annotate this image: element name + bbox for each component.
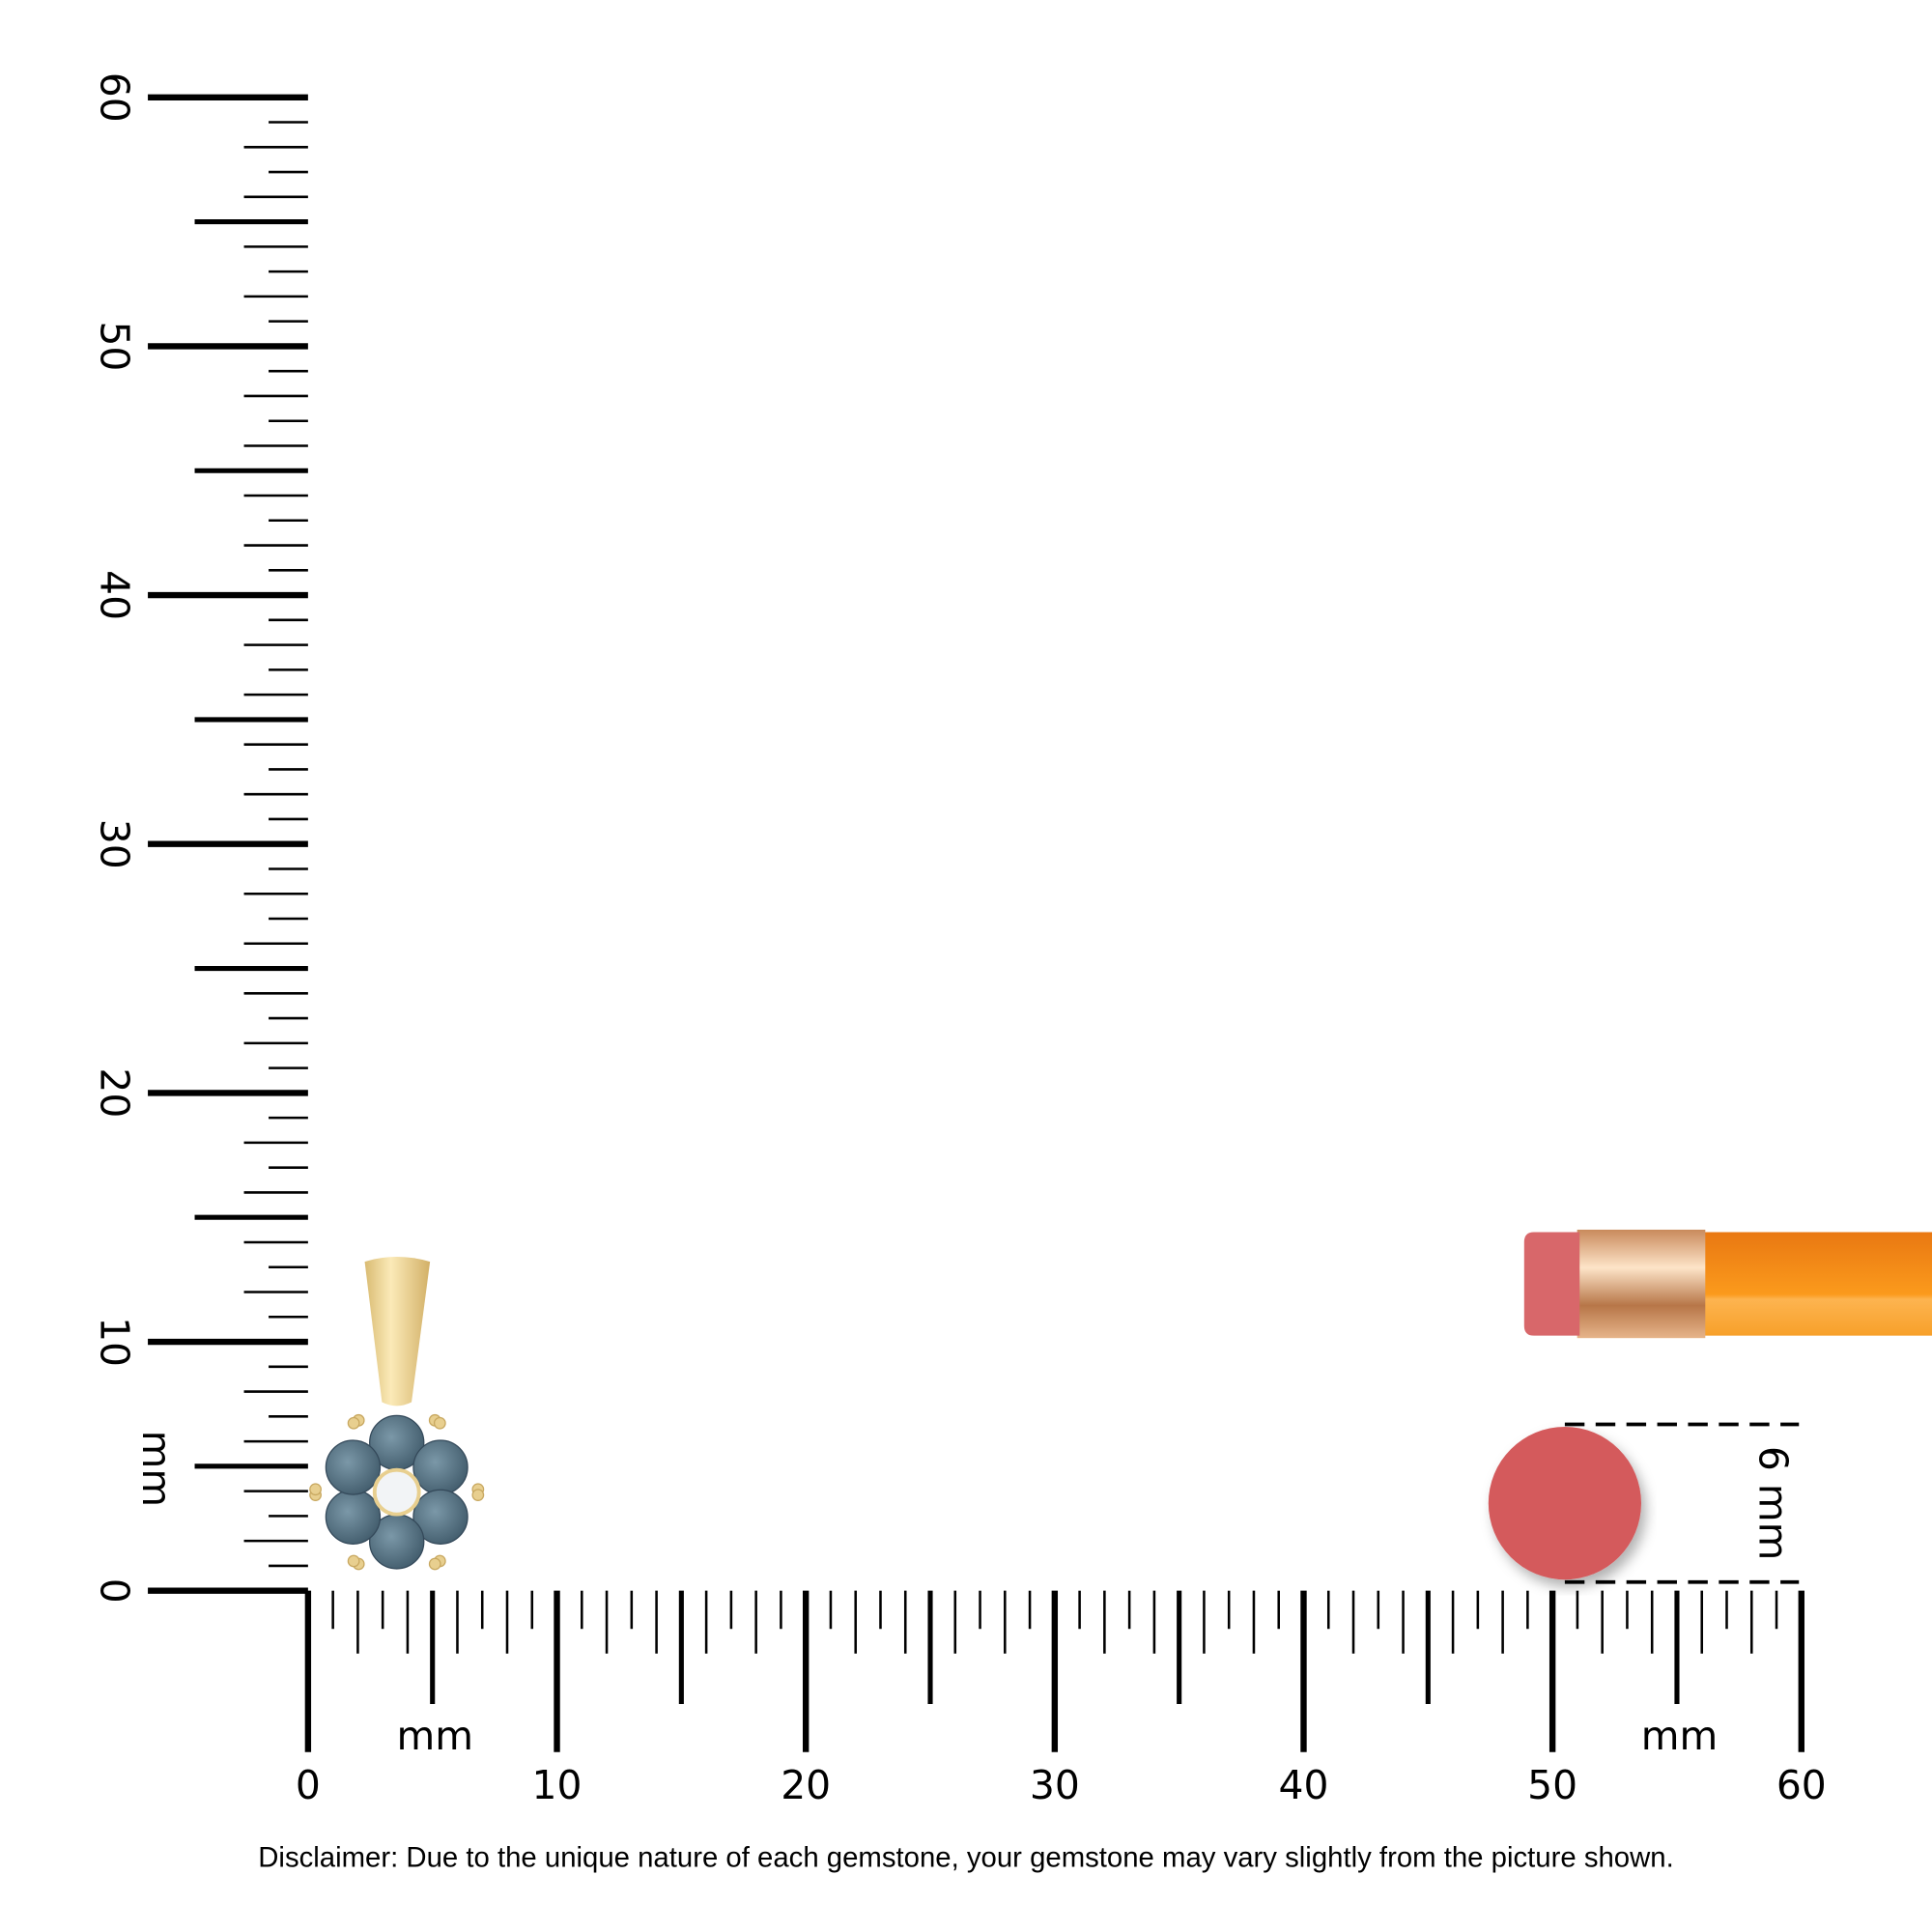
horizontal-ruler-label: 60 [1776, 1762, 1827, 1808]
vertical-ruler-label: 10 [92, 1317, 138, 1367]
gemstone [412, 1489, 469, 1545]
pendant-image [309, 1257, 485, 1571]
prong [309, 1483, 322, 1496]
vertical-ruler-label: 40 [92, 570, 138, 620]
prong [471, 1489, 485, 1501]
vertical-ruler-unit-label: mm [133, 1431, 180, 1507]
horizontal-ruler-label: 20 [781, 1762, 831, 1808]
prong [347, 1416, 360, 1430]
gemstone [412, 1439, 469, 1495]
horizontal-ruler-label: 40 [1279, 1762, 1329, 1808]
vertical-ruler-label: 0 [92, 1578, 138, 1604]
horizontal-ruler-unit-label: mm [397, 1713, 473, 1759]
prong [428, 1557, 441, 1571]
vertical-ruler-label: 30 [92, 819, 138, 869]
eraser-reference-circle [1488, 1427, 1641, 1580]
horizontal-ruler-label: 10 [532, 1762, 582, 1808]
gemstone-cluster [309, 1413, 485, 1571]
pencil-ferrule [1577, 1229, 1706, 1339]
gemstone [325, 1439, 382, 1495]
pendant-bail [364, 1257, 431, 1406]
horizontal-ruler-label: 30 [1030, 1762, 1080, 1808]
horizontal-ruler-label: 0 [296, 1762, 321, 1808]
pencil-image [1523, 1229, 1932, 1339]
horizontal-ruler-unit-label-right: mm [1641, 1713, 1718, 1759]
vertical-ruler-label: 60 [92, 72, 138, 123]
prong [433, 1416, 446, 1430]
disclaimer-text: Disclaimer: Due to the unique nature of … [258, 1841, 1674, 1873]
center-stone [372, 1467, 421, 1517]
eraser-size-label: 6 mm [1749, 1446, 1796, 1560]
pencil-body [1702, 1232, 1932, 1336]
gemstone [325, 1489, 382, 1545]
prong [347, 1554, 360, 1568]
vertical-ruler: 0 10 20 30 40 50 60 [92, 72, 308, 1604]
horizontal-ruler-label: 50 [1527, 1762, 1577, 1808]
pencil-eraser [1523, 1232, 1580, 1336]
vertical-ruler-label: 50 [92, 321, 138, 371]
horizontal-ruler: 0 10 20 30 40 50 60 [296, 1590, 1827, 1808]
vertical-ruler-label: 20 [92, 1067, 138, 1118]
